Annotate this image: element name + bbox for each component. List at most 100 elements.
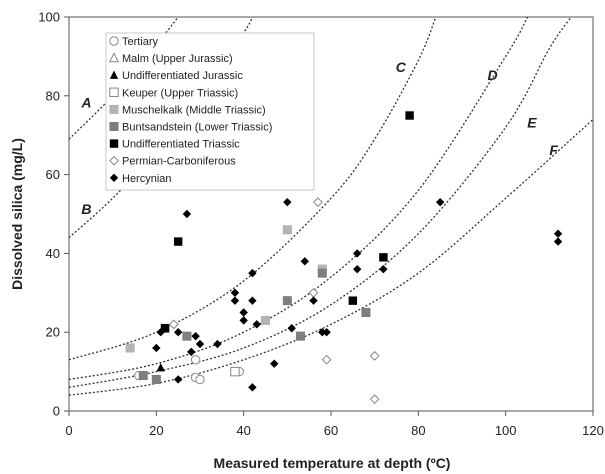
x-tick-label: 80: [411, 423, 425, 438]
legend-label-undifferentiated-triassic: Undifferentiated Triassic: [122, 139, 240, 151]
point-undifferentiated-triassic: [379, 253, 388, 262]
y-tick-label: 60: [46, 167, 60, 182]
point-hercynian: [191, 331, 200, 341]
point-muschelkalk-middle-triassic: [282, 225, 292, 235]
legend-label-muschelkalk-middle-triassic: Muschelkalk (Middle Triassic): [122, 104, 266, 116]
legend-label-buntsandstein-lower-triassic: Buntsandstein (Lower Triassic): [122, 122, 272, 134]
point-hercynian: [553, 237, 563, 246]
point-permian-carboniferous: [168, 319, 179, 330]
point-hercynian: [239, 308, 248, 317]
legend: Tertiary Malm (Upper Jurassic) Undifferent…: [105, 32, 315, 191]
point-buntsandstein-lower-triassic: [295, 331, 305, 341]
legend-marker-permian-carboniferous: [109, 155, 119, 166]
point-muschelkalk-middle-triassic: [125, 343, 135, 353]
point-hercynian: [187, 347, 196, 357]
point-undifferentiated-jurassic: [156, 362, 165, 372]
y-axis-title: Dissolved silica (mg/L): [9, 138, 25, 290]
point-permian-carboniferous: [321, 354, 332, 365]
point-hercynian: [300, 257, 309, 266]
legend-label-keuper-upper-triassic: Keuper (Upper Triassic): [122, 87, 238, 99]
point-hercynian: [283, 197, 292, 207]
point-undifferentiated-triassic: [160, 324, 170, 333]
legend-label-undifferentiated-jurassic: Undifferentiated Jurassic: [122, 70, 243, 82]
legend-label-tertiary: Tertiary: [122, 36, 159, 48]
point-buntsandstein-lower-triassic: [361, 307, 371, 317]
point-hercynian: [230, 288, 240, 297]
point-hercynian: [309, 296, 318, 305]
point-buntsandstein-lower-triassic: [138, 371, 148, 381]
point-muschelkalk-middle-triassic: [260, 315, 270, 325]
x-tick-label: 20: [149, 423, 163, 438]
point-hercynian: [353, 249, 362, 258]
x-tick-label: 60: [324, 423, 338, 438]
curve-d: [69, 17, 529, 381]
point-undifferentiated-triassic: [405, 111, 414, 120]
point-hercynian: [435, 197, 445, 207]
legend-marker-hercynian: [109, 173, 119, 182]
y-tick-label: 0: [53, 404, 60, 419]
point-hercynian: [287, 324, 296, 333]
x-tick-label: 100: [495, 423, 517, 438]
point-buntsandstein-lower-triassic: [182, 331, 192, 341]
legend-marker-tertiary: [109, 36, 119, 46]
y-tick-label: 20: [46, 325, 60, 340]
x-tick-label: 40: [236, 423, 250, 438]
point-hercynian: [248, 268, 257, 278]
legend-marker-undifferentiated-triassic: [109, 139, 119, 148]
curve-label-c: C: [396, 59, 407, 75]
point-hercynian: [553, 229, 563, 238]
curve-label-f: F: [549, 142, 558, 158]
point-hercynian: [173, 375, 183, 384]
legend-label-permian-carboniferous: Permian-Carboniferous: [122, 156, 236, 168]
legend-marker-malm-upper-jurassic: [108, 52, 120, 63]
legend-box: [105, 32, 315, 191]
point-permian-carboniferous: [369, 394, 380, 405]
point-buntsandstein-lower-triassic: [282, 296, 292, 306]
curve-label-d: D: [488, 67, 498, 83]
point-hercynian: [379, 264, 388, 274]
point-hercynian: [353, 264, 362, 274]
point-permian-carboniferous: [308, 287, 319, 298]
point-tertiary: [195, 374, 205, 385]
point-hercynian: [322, 328, 331, 337]
point-buntsandstein-lower-triassic: [151, 374, 161, 384]
point-keuper-upper-triassic: [230, 366, 240, 377]
legend-label-hercynian: Hercynian: [122, 173, 172, 185]
point-hercynian: [152, 343, 161, 353]
point-permian-carboniferous: [312, 197, 323, 208]
curve-label-b: B: [81, 201, 91, 217]
point-buntsandstein-lower-triassic: [317, 268, 327, 278]
x-axis-title: Measured temperature at depth (ºC): [214, 455, 451, 471]
point-hercynian: [213, 339, 222, 349]
x-tick-label: 0: [65, 423, 72, 438]
data-points: [125, 111, 563, 405]
legend-marker-muschelkalk-middle-triassic: [109, 104, 119, 114]
point-hercynian: [248, 296, 257, 305]
point-undifferentiated-triassic: [173, 237, 183, 246]
point-hercynian: [270, 359, 279, 368]
point-hercynian: [195, 339, 205, 349]
point-hercynian: [156, 328, 165, 337]
legend-marker-undifferentiated-jurassic: [109, 70, 119, 79]
point-hercynian: [318, 328, 327, 337]
y-tick-label: 80: [46, 88, 60, 103]
curve-label-a: A: [80, 95, 91, 111]
point-hercynian: [239, 316, 248, 325]
axes: 0 20 40 60 80 100 120 0 20 40 60 80 100: [38, 10, 604, 439]
point-hercynian: [248, 383, 257, 392]
x-tick-label: 120: [582, 423, 604, 438]
point-undifferentiated-triassic: [348, 296, 358, 305]
point-permian-carboniferous: [369, 350, 380, 361]
point-hercynian: [230, 296, 240, 305]
legend-marker-buntsandstein-lower-triassic: [109, 122, 119, 132]
point-hercynian: [173, 328, 183, 337]
legend-marker-keuper-upper-triassic: [109, 87, 119, 97]
curve-label-e: E: [527, 114, 537, 130]
y-tick-label: 40: [46, 246, 60, 261]
y-tick-label: 100: [38, 10, 60, 25]
legend-label-malm-upper-jurassic: Malm (Upper Jurassic): [122, 53, 233, 65]
point-hercynian: [252, 320, 261, 329]
point-hercynian: [182, 209, 192, 219]
point-tertiary: [190, 355, 201, 365]
